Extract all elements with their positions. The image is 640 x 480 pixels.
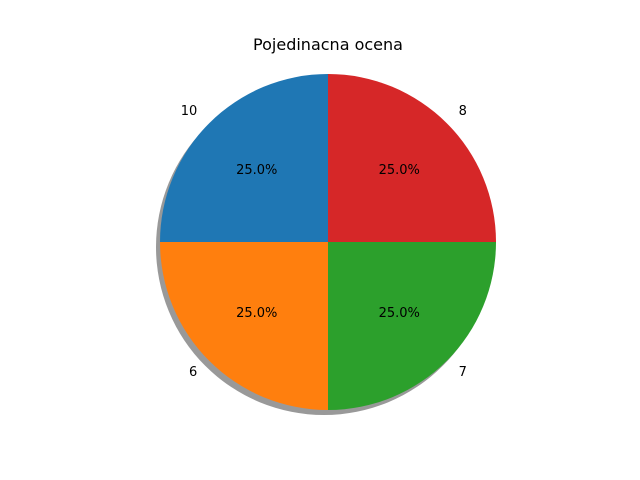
slice-label-6: 6 xyxy=(189,365,197,380)
slice-label-10: 10 xyxy=(181,104,198,119)
slice-label-8: 8 xyxy=(459,104,467,119)
slice-percent-8: 25.0% xyxy=(379,163,420,178)
pie-labels: 10 25.0% 6 25.0% 7 25.0% 8 25.0% xyxy=(181,104,467,380)
pie-slice-7 xyxy=(328,242,496,410)
slice-percent-10: 25.0% xyxy=(236,163,277,178)
pie-slice-8 xyxy=(328,74,496,242)
pie-slice-10 xyxy=(160,74,328,242)
slice-label-7: 7 xyxy=(459,365,467,380)
slice-percent-6: 25.0% xyxy=(236,306,277,321)
chart-title: Pojedinacna ocena xyxy=(253,35,403,54)
pie-slices xyxy=(160,74,496,410)
slice-percent-7: 25.0% xyxy=(379,306,420,321)
pie-slice-6 xyxy=(160,242,328,410)
